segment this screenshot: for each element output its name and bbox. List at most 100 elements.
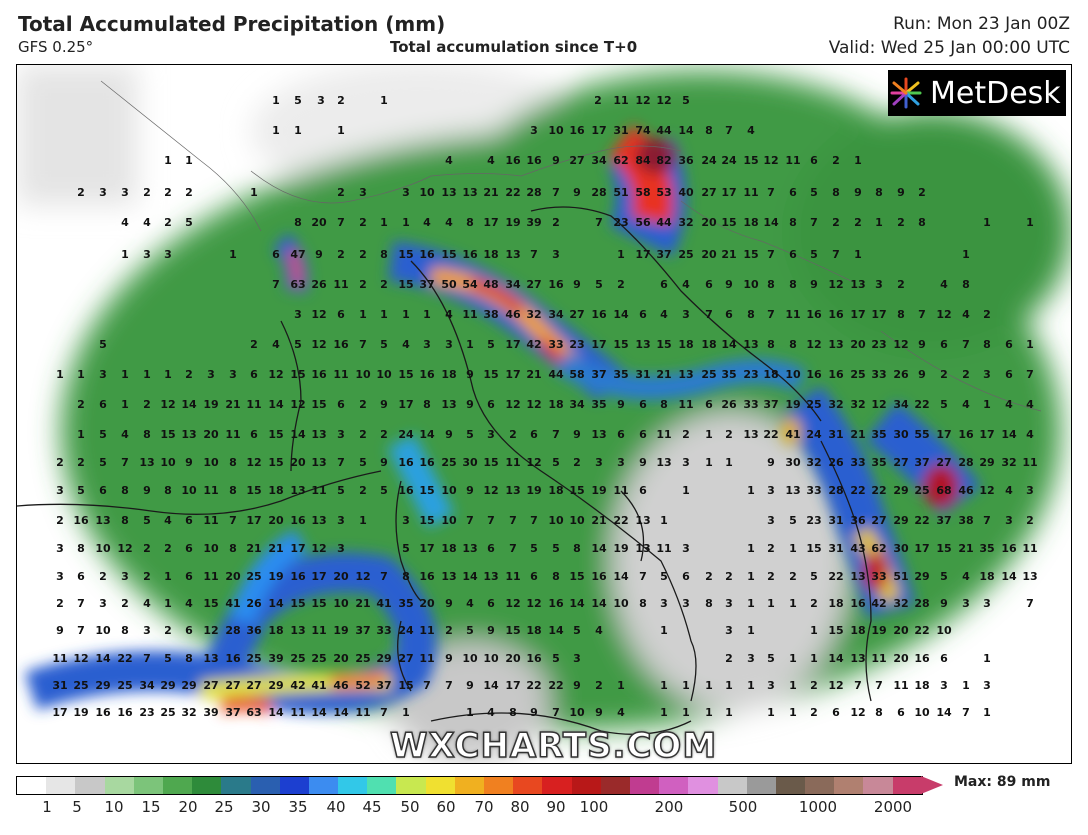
- precip-value: 9: [445, 597, 453, 610]
- precip-value: 1: [380, 94, 388, 107]
- precip-value: 9: [445, 652, 453, 665]
- precip-value: 20: [333, 570, 349, 583]
- precip-value: 16: [526, 652, 542, 665]
- precip-value: 6: [789, 248, 797, 261]
- precip-value: 13: [290, 624, 305, 637]
- precip-value: 8: [897, 308, 905, 321]
- precip-value: 25: [117, 679, 132, 692]
- precip-value: 14: [268, 597, 284, 610]
- precip-value: 8: [767, 278, 775, 291]
- precip-value: 27: [526, 278, 541, 291]
- precip-value: 10: [569, 706, 585, 719]
- precip-value: 23: [743, 368, 758, 381]
- precip-value: 5: [466, 624, 474, 637]
- precip-value: 15: [656, 338, 671, 351]
- precip-value: 3: [875, 278, 883, 291]
- precip-value: 15: [936, 542, 951, 555]
- precip-value: 1: [164, 154, 172, 167]
- precip-value: 22: [505, 186, 520, 199]
- precip-value: 2: [143, 542, 151, 555]
- precip-value: 17: [505, 368, 520, 381]
- precip-value: 4: [121, 216, 129, 229]
- precip-value: 3: [682, 597, 690, 610]
- precip-value: 5: [466, 428, 474, 441]
- precip-value: 7: [983, 514, 991, 527]
- precip-value: 22: [828, 570, 843, 583]
- precip-value: 16: [311, 368, 327, 381]
- precip-value: 6: [337, 398, 345, 411]
- precip-value: 42: [871, 597, 886, 610]
- precip-value: 7: [509, 514, 517, 527]
- precip-value: 14: [268, 398, 284, 411]
- precip-value: 19: [73, 706, 88, 719]
- precip-value: 12: [979, 484, 994, 497]
- precip-value: 7: [530, 514, 538, 527]
- precip-value: 18: [850, 624, 865, 637]
- precip-value: 22: [914, 624, 929, 637]
- precip-value: 8: [509, 706, 517, 719]
- precip-value: 1: [164, 368, 172, 381]
- precip-value: 16: [419, 570, 435, 583]
- precip-value: 9: [530, 706, 538, 719]
- precip-value: 33: [871, 570, 886, 583]
- precip-value: 1: [466, 706, 474, 719]
- precip-value: 2: [897, 278, 905, 291]
- precip-value: 21: [225, 398, 240, 411]
- precip-value: 4: [660, 308, 668, 321]
- precip-value: 10: [376, 368, 392, 381]
- precip-value: 3: [402, 186, 410, 199]
- precip-value: 2: [337, 186, 345, 199]
- precip-value: 5: [810, 186, 818, 199]
- precip-value: 1: [789, 542, 797, 555]
- precip-value: 26: [311, 278, 327, 291]
- precip-value: 13: [743, 428, 758, 441]
- precip-value: 19: [613, 542, 628, 555]
- precip-value: 25: [850, 368, 865, 381]
- precip-value: 31: [828, 514, 843, 527]
- precip-value: 14: [591, 597, 607, 610]
- precip-value: 1: [789, 652, 797, 665]
- precip-value: 31: [52, 679, 67, 692]
- precip-value: 9: [573, 428, 581, 441]
- precip-value: 1: [810, 624, 818, 637]
- precip-value: 1: [747, 484, 755, 497]
- precip-value: 13: [656, 456, 671, 469]
- precip-value: 14: [268, 706, 284, 719]
- precip-value: 4: [445, 154, 453, 167]
- precip-value: 1: [359, 308, 367, 321]
- precip-value: 13: [635, 338, 650, 351]
- precip-value: 3: [402, 514, 410, 527]
- precip-value: 29: [268, 679, 283, 692]
- precip-value: 20: [225, 570, 241, 583]
- precip-value: 17: [936, 428, 951, 441]
- precip-value: 41: [785, 428, 800, 441]
- precip-value: 7: [810, 216, 818, 229]
- precip-value: 25: [160, 706, 175, 719]
- colorbar-segment: [892, 777, 922, 794]
- precip-value: 22: [871, 484, 886, 497]
- valid-time: Valid: Wed 25 Jan 00:00 UTC: [828, 38, 1070, 58]
- precip-value: 11: [505, 570, 520, 583]
- precip-value: 20: [290, 456, 306, 469]
- precip-value: 14: [548, 624, 564, 637]
- colorbar-segment: [746, 777, 776, 794]
- precip-value: 30: [893, 428, 909, 441]
- precip-value: 2: [359, 216, 367, 229]
- precip-value: 1: [747, 570, 755, 583]
- precip-value: 8: [983, 338, 991, 351]
- precip-value: 6: [832, 706, 840, 719]
- precip-value: 5: [294, 338, 302, 351]
- precip-value: 25: [246, 570, 261, 583]
- precip-value: 16: [419, 248, 435, 261]
- precip-value: 1: [875, 216, 883, 229]
- precip-value: 7: [143, 652, 151, 665]
- precip-value: 9: [940, 597, 948, 610]
- precip-value: 1: [164, 570, 172, 583]
- precip-value: 9: [725, 278, 733, 291]
- precip-value: 3: [294, 308, 302, 321]
- precip-value: 8: [121, 484, 129, 497]
- precip-value: 26: [893, 368, 909, 381]
- precip-value: 2: [1026, 514, 1034, 527]
- precip-value: 62: [613, 154, 628, 167]
- precip-value: 35: [721, 368, 736, 381]
